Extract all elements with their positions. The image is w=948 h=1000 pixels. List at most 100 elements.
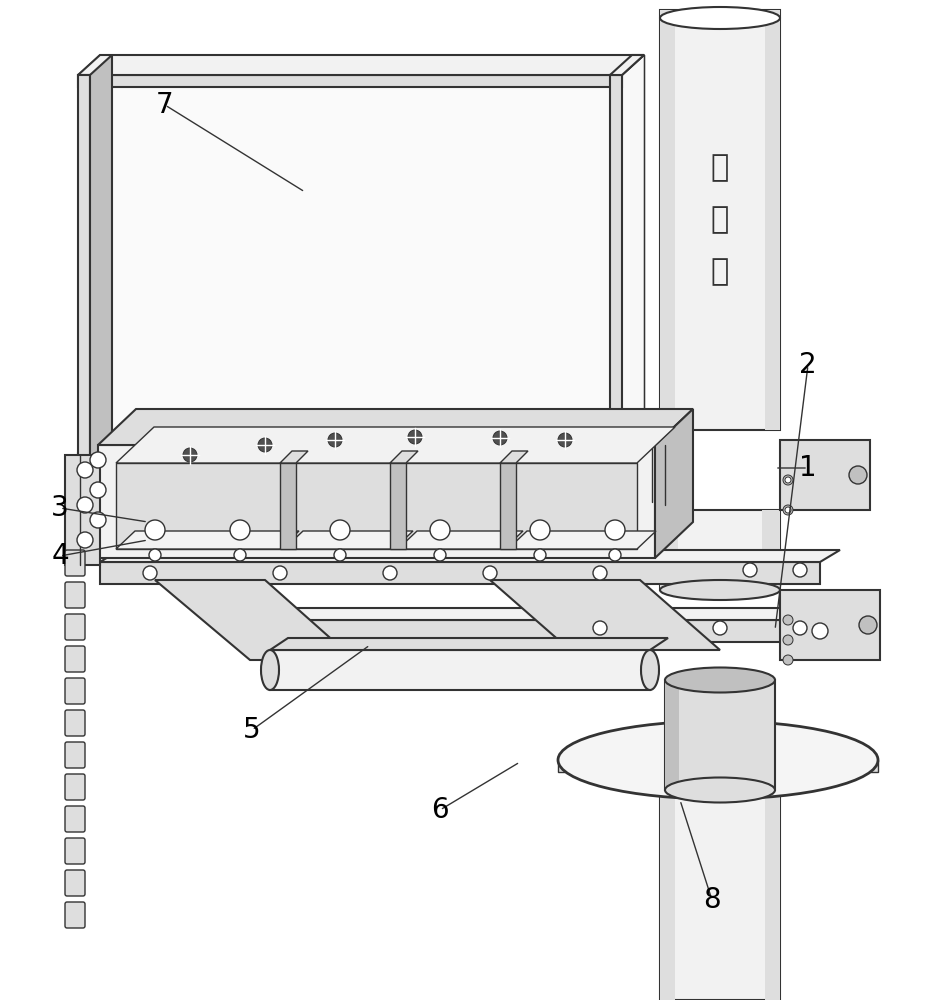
Circle shape	[530, 520, 550, 540]
Circle shape	[609, 549, 621, 561]
FancyBboxPatch shape	[65, 550, 85, 576]
Polygon shape	[660, 510, 780, 590]
Circle shape	[783, 615, 793, 625]
Circle shape	[149, 549, 161, 561]
Circle shape	[713, 621, 727, 635]
Polygon shape	[558, 760, 878, 772]
Polygon shape	[78, 453, 622, 465]
Circle shape	[273, 566, 287, 580]
FancyBboxPatch shape	[65, 710, 85, 736]
FancyBboxPatch shape	[65, 742, 85, 768]
Circle shape	[258, 438, 272, 452]
Polygon shape	[78, 433, 644, 453]
Polygon shape	[65, 455, 100, 565]
Polygon shape	[100, 562, 820, 584]
Polygon shape	[660, 780, 780, 1000]
Polygon shape	[390, 451, 418, 463]
Circle shape	[430, 520, 450, 540]
Circle shape	[812, 623, 828, 639]
Ellipse shape	[665, 668, 775, 692]
Circle shape	[145, 520, 165, 540]
Polygon shape	[90, 55, 112, 465]
Ellipse shape	[641, 650, 659, 690]
Polygon shape	[762, 510, 780, 590]
Polygon shape	[284, 531, 413, 549]
Polygon shape	[500, 463, 516, 549]
Circle shape	[77, 532, 93, 548]
Circle shape	[230, 520, 250, 540]
Polygon shape	[780, 590, 880, 660]
Polygon shape	[280, 451, 308, 463]
FancyBboxPatch shape	[65, 774, 85, 800]
Polygon shape	[270, 638, 668, 650]
Ellipse shape	[660, 770, 780, 790]
Polygon shape	[270, 650, 650, 690]
Circle shape	[593, 566, 607, 580]
Circle shape	[434, 549, 446, 561]
Ellipse shape	[660, 7, 780, 29]
Polygon shape	[655, 409, 693, 558]
Circle shape	[785, 477, 791, 483]
Polygon shape	[508, 531, 656, 549]
FancyBboxPatch shape	[65, 614, 85, 640]
Circle shape	[328, 433, 342, 447]
Text: 2: 2	[799, 351, 817, 379]
Circle shape	[383, 566, 397, 580]
Ellipse shape	[665, 778, 775, 802]
Circle shape	[783, 635, 793, 645]
Polygon shape	[390, 463, 406, 549]
Circle shape	[783, 475, 793, 485]
Polygon shape	[780, 440, 870, 510]
Polygon shape	[490, 580, 720, 650]
Circle shape	[743, 563, 757, 577]
Polygon shape	[78, 75, 622, 87]
Polygon shape	[100, 550, 840, 562]
Circle shape	[593, 621, 607, 635]
FancyBboxPatch shape	[65, 582, 85, 608]
Circle shape	[483, 566, 497, 580]
FancyBboxPatch shape	[65, 678, 85, 704]
FancyBboxPatch shape	[65, 646, 85, 672]
Ellipse shape	[261, 650, 279, 690]
Text: 1: 1	[799, 454, 817, 482]
Circle shape	[605, 520, 625, 540]
Circle shape	[783, 655, 793, 665]
Circle shape	[90, 512, 106, 528]
Circle shape	[330, 520, 350, 540]
FancyBboxPatch shape	[65, 806, 85, 832]
Polygon shape	[98, 409, 693, 445]
Polygon shape	[660, 510, 678, 590]
Polygon shape	[665, 680, 775, 790]
Polygon shape	[116, 463, 637, 549]
Polygon shape	[116, 427, 675, 463]
Polygon shape	[100, 55, 644, 445]
Polygon shape	[280, 463, 296, 549]
Text: 6: 6	[431, 796, 448, 824]
Polygon shape	[610, 55, 644, 75]
Circle shape	[785, 507, 791, 513]
Circle shape	[334, 549, 346, 561]
Circle shape	[793, 563, 807, 577]
Text: 7: 7	[156, 91, 173, 119]
FancyBboxPatch shape	[65, 902, 85, 928]
Polygon shape	[398, 531, 523, 549]
Circle shape	[183, 448, 197, 462]
Polygon shape	[116, 531, 299, 549]
Circle shape	[558, 433, 572, 447]
FancyBboxPatch shape	[65, 870, 85, 896]
Polygon shape	[98, 445, 655, 558]
Polygon shape	[765, 10, 780, 430]
Polygon shape	[155, 580, 355, 660]
Circle shape	[234, 549, 246, 561]
Circle shape	[793, 621, 807, 635]
Polygon shape	[665, 680, 679, 790]
Circle shape	[77, 497, 93, 513]
Polygon shape	[265, 608, 860, 620]
Polygon shape	[660, 780, 675, 1000]
FancyBboxPatch shape	[65, 838, 85, 864]
Circle shape	[783, 505, 793, 515]
Circle shape	[143, 566, 157, 580]
Circle shape	[849, 466, 867, 484]
Ellipse shape	[558, 721, 878, 799]
Circle shape	[77, 462, 93, 478]
